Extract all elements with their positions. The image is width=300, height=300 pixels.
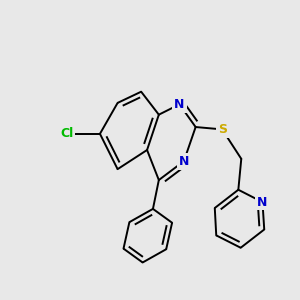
Text: N: N bbox=[179, 155, 189, 168]
Text: N: N bbox=[174, 98, 184, 111]
Text: Cl: Cl bbox=[60, 127, 74, 140]
Text: S: S bbox=[218, 123, 226, 136]
Text: N: N bbox=[257, 196, 268, 208]
